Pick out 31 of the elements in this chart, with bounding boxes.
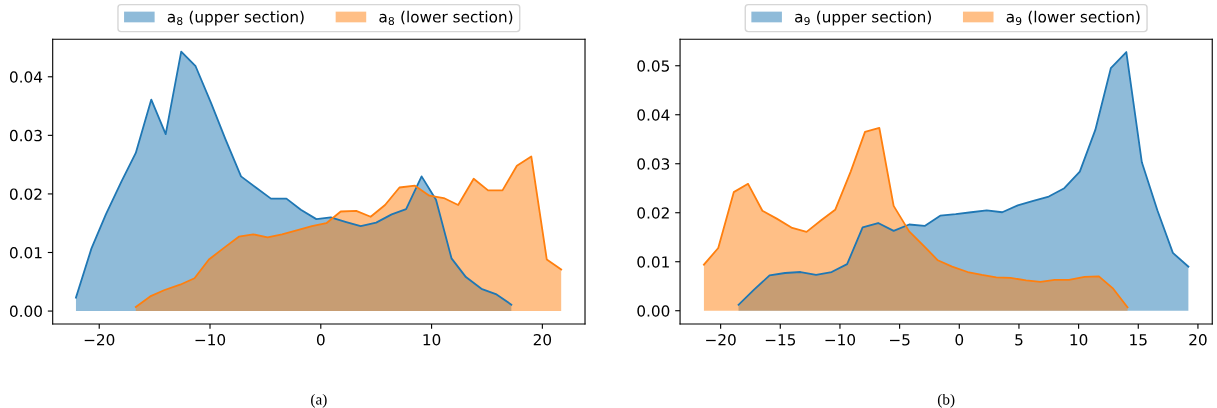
text: (a) [311, 393, 327, 408]
x-tick-label: −20 [706, 333, 736, 346]
y-tick-label: 0.01 [9, 246, 42, 259]
y-tick-label: 0.05 [637, 60, 669, 72]
x-tick-label: −10 [195, 333, 226, 346]
x-tick-label: −15 [765, 334, 796, 346]
x-tick-label: 15 [1130, 334, 1147, 346]
text: (b) [937, 393, 955, 408]
x-tick-label: −5 [889, 334, 910, 346]
legend-label: a$_{8}$ (upper section) [167, 10, 304, 26]
y-tick-label: 0.02 [9, 188, 42, 200]
y-tick-label: 0.04 [9, 71, 43, 83]
legend-label: a$_{8}$ (lower section) [379, 10, 513, 25]
y-tick-label: 0.04 [637, 109, 670, 121]
y-tick-label: 0.00 [9, 305, 42, 318]
legend-label: a$_{9}$ (lower section) [1006, 10, 1140, 25]
x-tick-label: 20 [533, 333, 552, 346]
y-tick-label: 0.02 [637, 207, 669, 219]
legend-label: a$_{9}$ (upper section) [795, 10, 931, 26]
x-tick-label: 5 [1015, 334, 1023, 346]
y-tick-label: 0.03 [637, 158, 670, 170]
y-tick-label: 0.01 [637, 256, 669, 268]
y-tick-label: 0.00 [637, 305, 670, 317]
x-tick-label: 0 [955, 333, 964, 346]
x-tick-label: 0 [316, 333, 325, 346]
x-tick-label: 20 [1189, 333, 1207, 346]
x-tick-label: −20 [84, 333, 115, 346]
x-tick-label: 10 [1070, 333, 1088, 346]
x-tick-label: −10 [825, 333, 856, 346]
y-tick-label: 0.03 [9, 129, 42, 142]
x-tick-label: 10 [423, 333, 441, 346]
